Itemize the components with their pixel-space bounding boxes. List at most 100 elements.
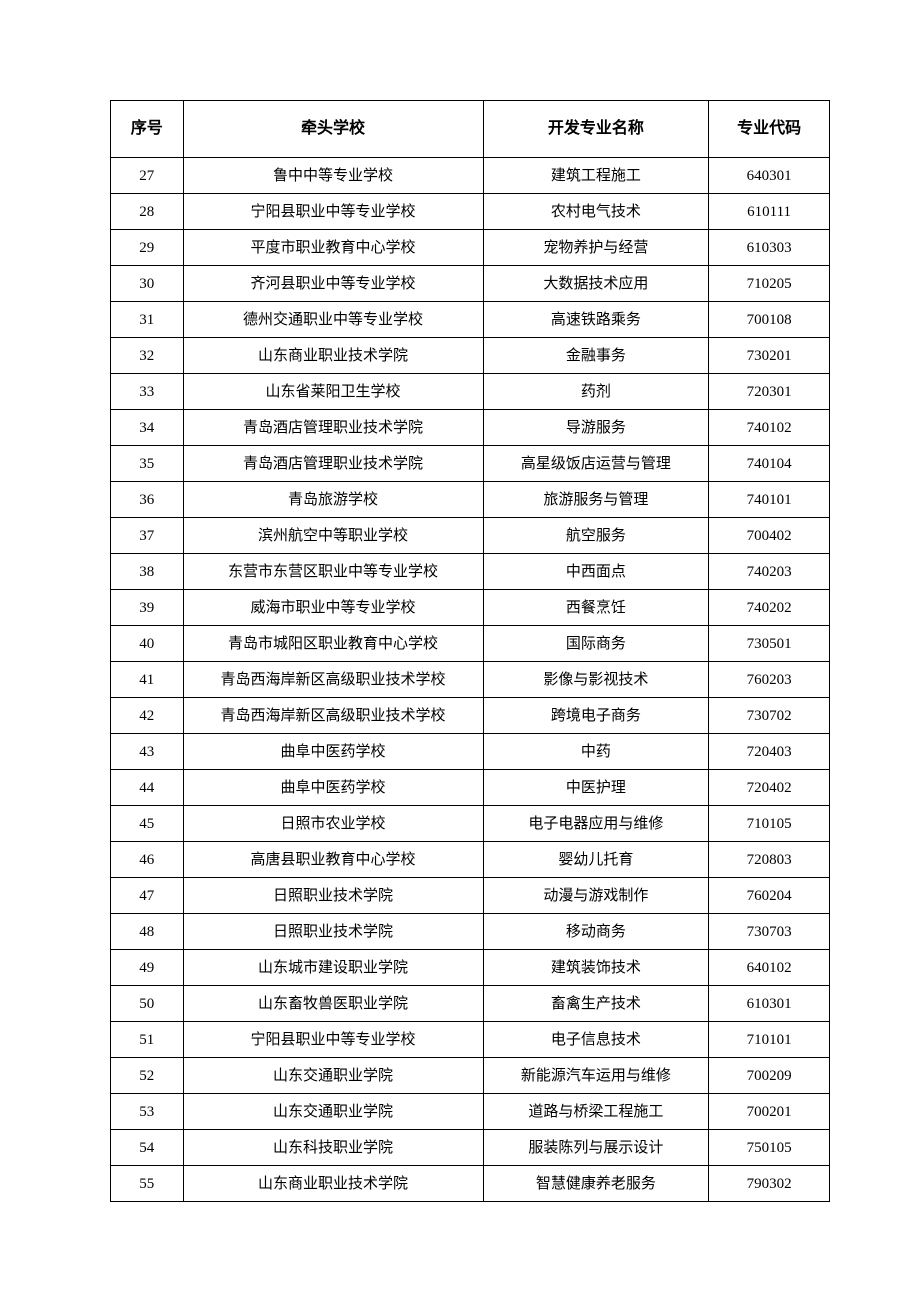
cell-index: 46 (111, 842, 184, 878)
cell-major: 大数据技术应用 (483, 266, 709, 302)
cell-school: 高唐县职业教育中心学校 (183, 842, 483, 878)
cell-index: 35 (111, 446, 184, 482)
cell-code: 710105 (709, 806, 830, 842)
page-container: 序号 牵头学校 开发专业名称 专业代码 27鲁中中等专业学校建筑工程施工6403… (0, 0, 920, 1302)
table-row: 30齐河县职业中等专业学校大数据技术应用710205 (111, 266, 830, 302)
cell-school: 威海市职业中等专业学校 (183, 590, 483, 626)
cell-code: 740101 (709, 482, 830, 518)
cell-school: 齐河县职业中等专业学校 (183, 266, 483, 302)
cell-code: 740203 (709, 554, 830, 590)
cell-school: 山东科技职业学院 (183, 1130, 483, 1166)
cell-major: 西餐烹饪 (483, 590, 709, 626)
cell-code: 640301 (709, 158, 830, 194)
cell-code: 720803 (709, 842, 830, 878)
col-major: 开发专业名称 (483, 101, 709, 158)
cell-school: 青岛酒店管理职业技术学院 (183, 446, 483, 482)
cell-code: 730703 (709, 914, 830, 950)
cell-code: 700209 (709, 1058, 830, 1094)
cell-code: 760203 (709, 662, 830, 698)
cell-major: 服装陈列与展示设计 (483, 1130, 709, 1166)
table-row: 55山东商业职业技术学院智慧健康养老服务790302 (111, 1166, 830, 1202)
table-row: 50山东畜牧兽医职业学院畜禽生产技术610301 (111, 986, 830, 1022)
cell-code: 740102 (709, 410, 830, 446)
table-row: 48日照职业技术学院移动商务730703 (111, 914, 830, 950)
cell-major: 高星级饭店运营与管理 (483, 446, 709, 482)
table-row: 52山东交通职业学院新能源汽车运用与维修700209 (111, 1058, 830, 1094)
table-row: 53山东交通职业学院道路与桥梁工程施工700201 (111, 1094, 830, 1130)
table-row: 28宁阳县职业中等专业学校农村电气技术610111 (111, 194, 830, 230)
cell-major: 畜禽生产技术 (483, 986, 709, 1022)
cell-index: 31 (111, 302, 184, 338)
cell-school: 青岛西海岸新区高级职业技术学校 (183, 662, 483, 698)
cell-code: 700201 (709, 1094, 830, 1130)
cell-school: 日照职业技术学院 (183, 878, 483, 914)
cell-major: 新能源汽车运用与维修 (483, 1058, 709, 1094)
cell-major: 动漫与游戏制作 (483, 878, 709, 914)
cell-index: 40 (111, 626, 184, 662)
cell-major: 移动商务 (483, 914, 709, 950)
cell-school: 东营市东营区职业中等专业学校 (183, 554, 483, 590)
cell-code: 760204 (709, 878, 830, 914)
cell-school: 曲阜中医药学校 (183, 734, 483, 770)
cell-index: 47 (111, 878, 184, 914)
table-row: 51宁阳县职业中等专业学校电子信息技术710101 (111, 1022, 830, 1058)
cell-index: 39 (111, 590, 184, 626)
table-row: 46高唐县职业教育中心学校婴幼儿托育720803 (111, 842, 830, 878)
cell-index: 51 (111, 1022, 184, 1058)
cell-index: 33 (111, 374, 184, 410)
cell-index: 37 (111, 518, 184, 554)
table-row: 44曲阜中医药学校中医护理720402 (111, 770, 830, 806)
cell-school: 德州交通职业中等专业学校 (183, 302, 483, 338)
cell-code: 700402 (709, 518, 830, 554)
cell-major: 智慧健康养老服务 (483, 1166, 709, 1202)
table-row: 36青岛旅游学校旅游服务与管理740101 (111, 482, 830, 518)
table-row: 45日照市农业学校电子电器应用与维修710105 (111, 806, 830, 842)
table-row: 40青岛市城阳区职业教育中心学校国际商务730501 (111, 626, 830, 662)
cell-index: 42 (111, 698, 184, 734)
table-header-row: 序号 牵头学校 开发专业名称 专业代码 (111, 101, 830, 158)
table-row: 35青岛酒店管理职业技术学院高星级饭店运营与管理740104 (111, 446, 830, 482)
cell-index: 30 (111, 266, 184, 302)
col-school: 牵头学校 (183, 101, 483, 158)
cell-major: 婴幼儿托育 (483, 842, 709, 878)
cell-school: 宁阳县职业中等专业学校 (183, 1022, 483, 1058)
cell-index: 38 (111, 554, 184, 590)
cell-major: 电子信息技术 (483, 1022, 709, 1058)
cell-major: 航空服务 (483, 518, 709, 554)
cell-major: 跨境电子商务 (483, 698, 709, 734)
cell-index: 48 (111, 914, 184, 950)
cell-school: 青岛旅游学校 (183, 482, 483, 518)
cell-code: 730201 (709, 338, 830, 374)
cell-major: 中西面点 (483, 554, 709, 590)
cell-index: 55 (111, 1166, 184, 1202)
cell-major: 建筑工程施工 (483, 158, 709, 194)
cell-index: 52 (111, 1058, 184, 1094)
cell-code: 610111 (709, 194, 830, 230)
cell-school: 青岛酒店管理职业技术学院 (183, 410, 483, 446)
table-row: 49山东城市建设职业学院建筑装饰技术640102 (111, 950, 830, 986)
table-body: 27鲁中中等专业学校建筑工程施工64030128宁阳县职业中等专业学校农村电气技… (111, 158, 830, 1202)
table-row: 32山东商业职业技术学院金融事务730201 (111, 338, 830, 374)
cell-school: 青岛西海岸新区高级职业技术学校 (183, 698, 483, 734)
cell-major: 农村电气技术 (483, 194, 709, 230)
cell-index: 49 (111, 950, 184, 986)
cell-code: 750105 (709, 1130, 830, 1166)
cell-major: 高速铁路乘务 (483, 302, 709, 338)
cell-index: 29 (111, 230, 184, 266)
table-row: 47日照职业技术学院动漫与游戏制作760204 (111, 878, 830, 914)
table-row: 29平度市职业教育中心学校宠物养护与经营610303 (111, 230, 830, 266)
cell-major: 国际商务 (483, 626, 709, 662)
col-code: 专业代码 (709, 101, 830, 158)
cell-school: 宁阳县职业中等专业学校 (183, 194, 483, 230)
cell-code: 730702 (709, 698, 830, 734)
cell-major: 影像与影视技术 (483, 662, 709, 698)
table-row: 39威海市职业中等专业学校西餐烹饪740202 (111, 590, 830, 626)
cell-index: 54 (111, 1130, 184, 1166)
cell-code: 740202 (709, 590, 830, 626)
cell-major: 药剂 (483, 374, 709, 410)
cell-school: 山东交通职业学院 (183, 1058, 483, 1094)
cell-index: 27 (111, 158, 184, 194)
cell-school: 山东交通职业学院 (183, 1094, 483, 1130)
cell-major: 道路与桥梁工程施工 (483, 1094, 709, 1130)
cell-code: 610301 (709, 986, 830, 1022)
